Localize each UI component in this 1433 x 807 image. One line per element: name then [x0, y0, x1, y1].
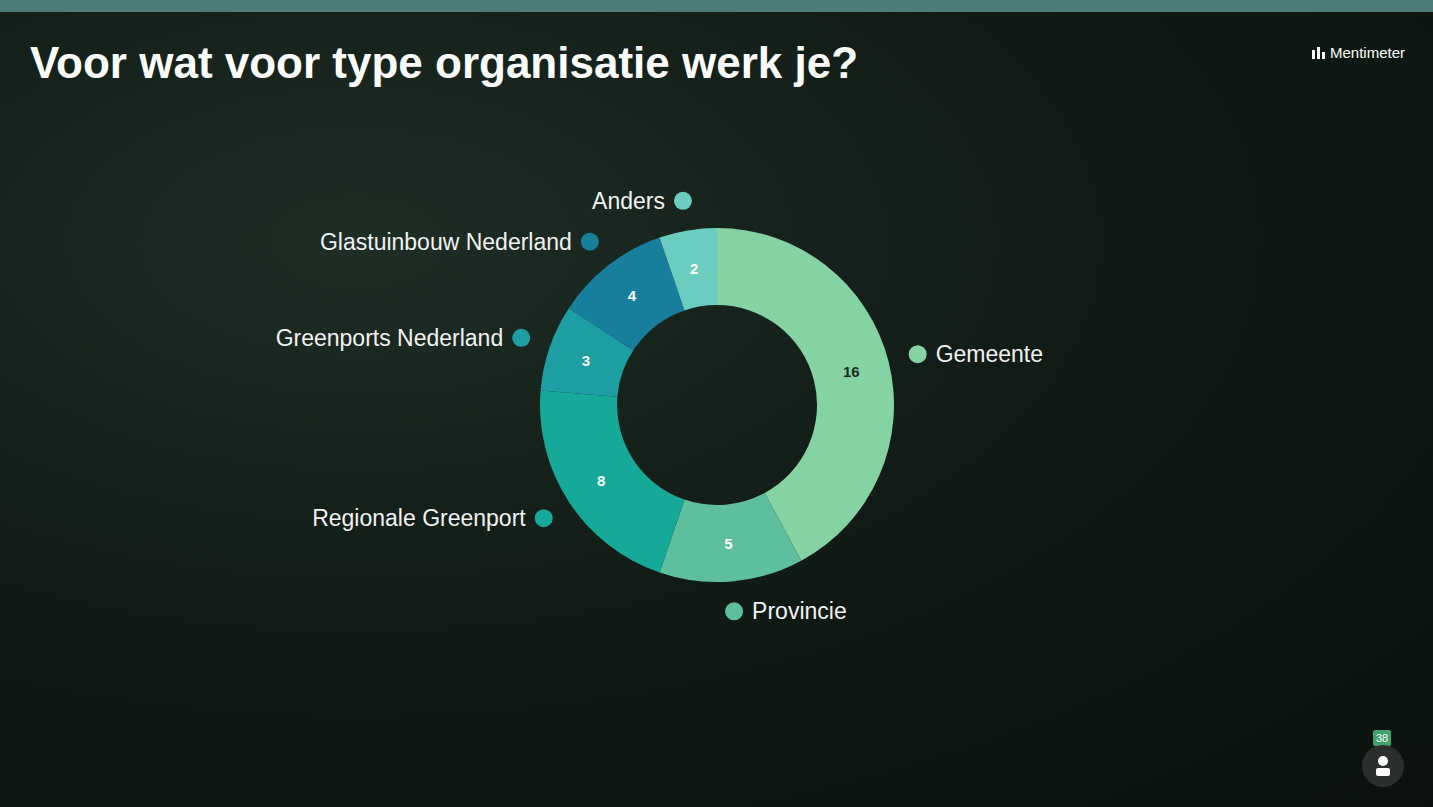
html-text:Mentimeter: Mentimeter	[1330, 44, 1405, 61]
svg-text:Gemeente: Gemeente	[936, 341, 1043, 367]
svg-text:Greenports Nederland: Greenports Nederland	[276, 325, 504, 351]
svg-text:2: 2	[690, 260, 698, 277]
html-text:38: 38	[1375, 732, 1389, 744]
svg-text:Regionale Greenport: Regionale Greenport	[312, 505, 526, 531]
svg-text:3: 3	[582, 352, 590, 369]
svg-text:4: 4	[628, 287, 637, 304]
svg-text:Provincie: Provincie	[752, 598, 847, 624]
svg-text:Anders: Anders	[592, 188, 665, 214]
html-text:Voor wat voor type organisatie: Voor wat voor type organisatie werk je?	[30, 38, 859, 87]
svg-text:8: 8	[597, 472, 605, 489]
svg-text:16: 16	[843, 363, 860, 380]
svg-text:Glastuinbouw Nederland: Glastuinbouw Nederland	[320, 229, 572, 255]
svg-text:5: 5	[724, 535, 732, 552]
